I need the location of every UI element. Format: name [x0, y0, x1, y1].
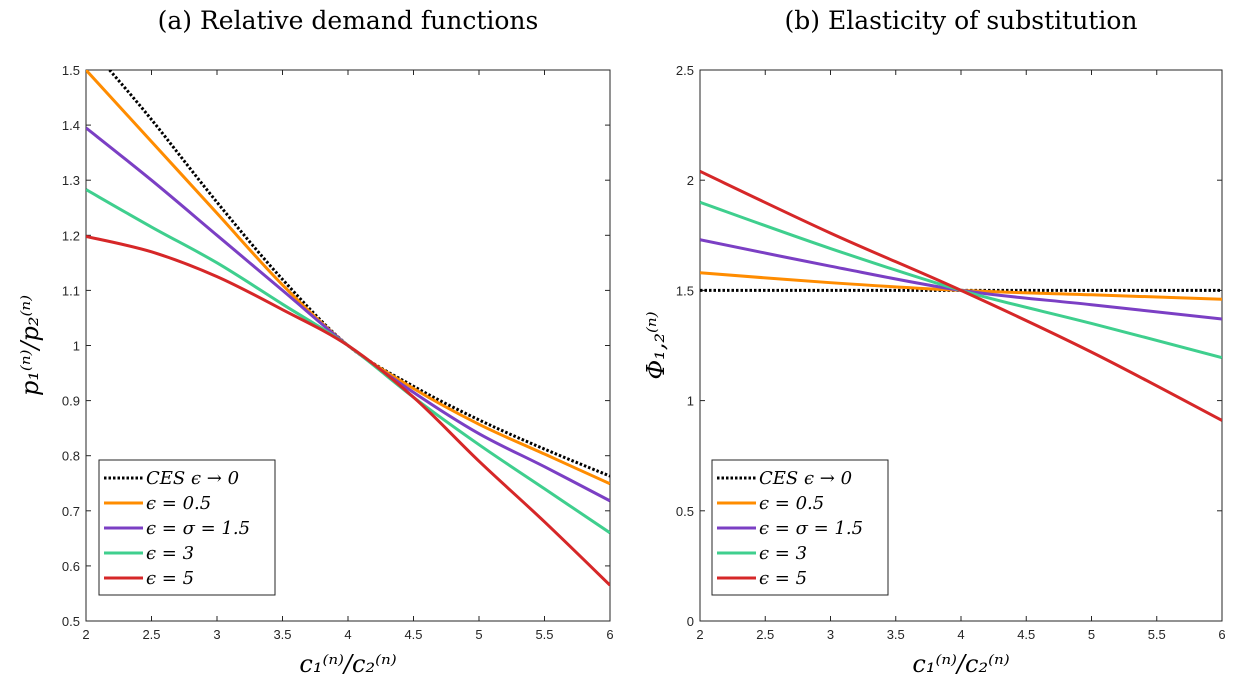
panel-b: (b) Elasticity of substitution 2 2.5 3 3.5 4 4…: [642, 6, 1226, 678]
y-axis-label: p₁⁽ⁿ⁾/p₂⁽ⁿ⁾: [16, 295, 44, 396]
x-tick-label: 5.5: [1148, 627, 1166, 642]
x-tick-label: 3.5: [887, 627, 905, 642]
x-tick-label: 6: [606, 627, 613, 642]
x-tick-label: 2.5: [756, 627, 774, 642]
x-tick-label: 2: [696, 627, 703, 642]
x-axis-label: c₁⁽ⁿ⁾/c₂⁽ⁿ⁾: [299, 650, 396, 678]
x-tick-label: 3: [827, 627, 834, 642]
series-group: [700, 170, 1222, 422]
series-line-4: [700, 170, 1222, 422]
y-axis-label: Φ₁,₂⁽ⁿ⁾: [642, 311, 670, 379]
legend-label: ϵ = σ = 1.5: [759, 518, 863, 539]
legend-label: ϵ = σ = 1.5: [146, 518, 250, 539]
series-line-1: [86, 70, 610, 486]
legend-label: ϵ = 5: [146, 568, 194, 589]
panel-a: (a) Relative demand functions 2 2.5 3 3.5 4 4.…: [16, 6, 614, 678]
x-axis-label: c₁⁽ⁿ⁾/c₂⁽ⁿ⁾: [912, 650, 1009, 678]
legend: CES ϵ → 0 ϵ = 0.5 ϵ = σ = 1.5 ϵ = 3 ϵ = 5: [98, 459, 276, 596]
y-tick-label: 2: [687, 173, 694, 188]
legend-label: ϵ = 0.5: [146, 493, 211, 514]
legend-label: CES ϵ → 0: [146, 468, 239, 489]
y-tick-label: 2.5: [676, 63, 694, 78]
y-tick-label: 0.5: [676, 504, 694, 519]
x-tick-label: 4: [957, 627, 964, 642]
series-group: [86, 70, 610, 587]
x-tick-label: 3: [213, 627, 220, 642]
y-tick-label: 1.4: [62, 118, 80, 133]
y-tick-label: 0.5: [62, 614, 80, 629]
series-line-0: [108, 70, 610, 478]
x-tick-label: 5.5: [535, 627, 553, 642]
x-tick-label: 3.5: [273, 627, 291, 642]
chart-title: (b) Elasticity of substitution: [785, 6, 1138, 35]
y-tick-label: 1.3: [62, 173, 80, 188]
legend-label: ϵ = 5: [759, 568, 807, 589]
y-tick-label: 1.2: [62, 228, 80, 243]
chart-title: (a) Relative demand functions: [158, 6, 539, 35]
y-tick-label: 0.7: [62, 504, 80, 519]
series-line-1: [700, 271, 1222, 301]
y-tick-label: 1.1: [62, 283, 80, 298]
legend-label: ϵ = 0.5: [759, 493, 824, 514]
y-tick-label: 0.8: [62, 449, 80, 464]
y-tick-label: 1: [73, 339, 80, 354]
legend: CES ϵ → 0 ϵ = 0.5 ϵ = σ = 1.5 ϵ = 3 ϵ = 5: [711, 459, 889, 596]
x-tick-label: 4.5: [1017, 627, 1035, 642]
x-tick-label: 6: [1218, 627, 1225, 642]
legend-label: ϵ = 3: [146, 543, 194, 564]
y-tick-label: 1.5: [676, 283, 694, 298]
x-tick-label: 4: [344, 627, 351, 642]
y-tick-label: 0: [687, 614, 694, 629]
y-tick-label: 1: [687, 394, 694, 409]
x-tick-label: 5: [1088, 627, 1095, 642]
y-tick-label: 1.5: [62, 63, 80, 78]
x-tick-label: 5: [475, 627, 482, 642]
series-line-4: [86, 234, 610, 587]
y-tick-label: 0.6: [62, 559, 80, 574]
x-tick-label: 2.5: [142, 627, 160, 642]
legend-label: ϵ = 3: [759, 543, 807, 564]
legend-label: CES ϵ → 0: [759, 468, 852, 489]
x-tick-label: 2: [82, 627, 89, 642]
x-tick-label: 4.5: [404, 627, 422, 642]
y-tick-label: 0.9: [62, 394, 80, 409]
